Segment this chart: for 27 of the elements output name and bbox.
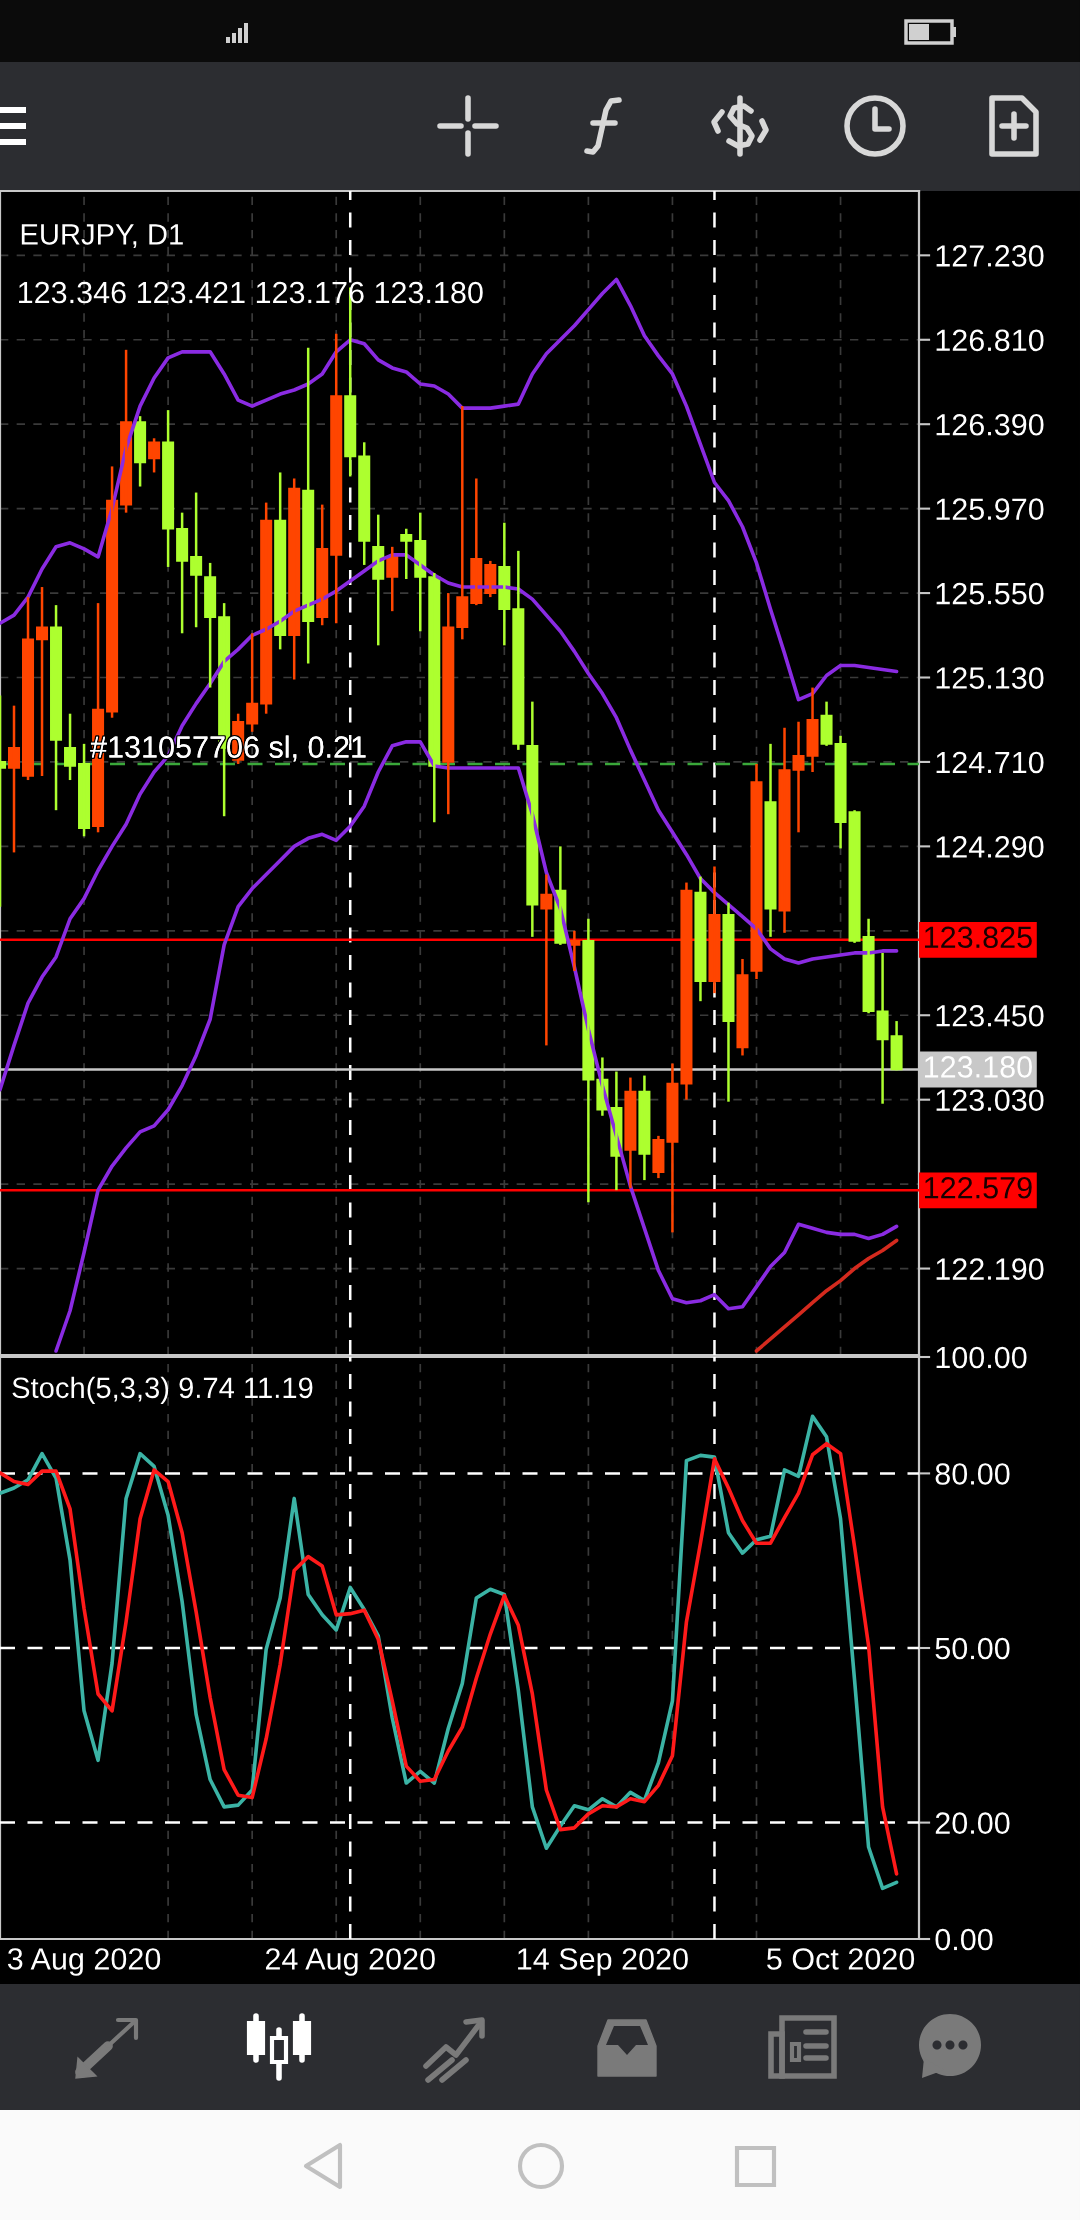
y-tick-label: 125.130 <box>936 667 1044 689</box>
line-series <box>0 277 899 702</box>
y-tick-label: 50.00 <box>935 1637 1010 1660</box>
x-tick-label: 24 Aug 2020 <box>265 1948 435 1976</box>
x-tick-label: 5 Oct 2020 <box>767 1948 915 1970</box>
y-tick-label: 124.710 <box>936 751 1044 774</box>
y-tick-label: 127.230 <box>936 245 1044 267</box>
ref-line-label: 122.579 <box>925 1176 1032 1199</box>
line-series <box>0 553 899 1092</box>
y-tick-label: 125.970 <box>936 498 1044 521</box>
ref-line-label: 123.825 <box>925 926 1032 949</box>
x-tick-label: 14 Sep 2020 <box>518 1948 688 1976</box>
y-tick-label: 124.290 <box>936 836 1044 858</box>
text: Stoch(5,3,3) 9.74 11.19 <box>12 1376 313 1404</box>
y-tick-label: 123.030 <box>936 1089 1044 1112</box>
text: EURJPY, D1 <box>21 224 183 249</box>
x-tick-label: 3 Aug 2020 <box>7 1948 161 1976</box>
y-tick-label: 123.450 <box>936 1004 1044 1027</box>
y-tick-label: 126.390 <box>936 413 1044 436</box>
line-series <box>754 1238 899 1353</box>
y-tick-label: 126.810 <box>936 329 1044 352</box>
y-tick-label: 100.00 <box>936 1346 1027 1369</box>
y-tick-label: 20.00 <box>935 1812 1010 1834</box>
y-tick-label: 122.190 <box>936 1258 1044 1280</box>
y-tick-label: 125.550 <box>936 582 1044 605</box>
y-tick-label: 0.00 <box>935 1928 993 1951</box>
y-tick-label: 80.00 <box>935 1463 1010 1485</box>
